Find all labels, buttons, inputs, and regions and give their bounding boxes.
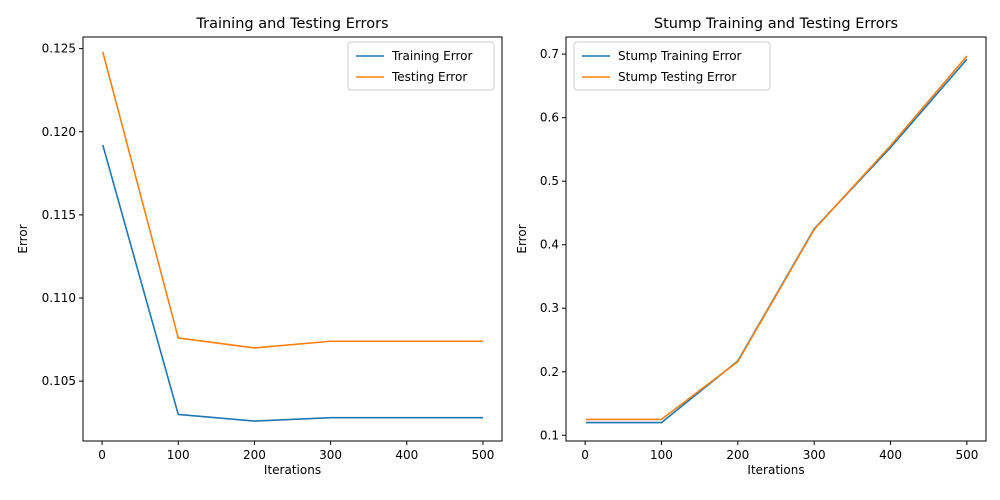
x-tick-label: 200 <box>726 448 749 462</box>
y-tick-label: 0.120 <box>42 125 76 139</box>
y-tick-label: 0.125 <box>42 42 76 56</box>
series-line-stump-testing-error <box>585 55 968 421</box>
x-tick-label: 300 <box>319 448 342 462</box>
y-tick-label: 0.1 <box>540 428 559 442</box>
chart-stump-training-testing-errors: 0 100 200 300 400 500 0.1 0.2 0.3 0.4 0.5 0.6 0.7 Stu… <box>515 16 987 477</box>
plot-frame <box>82 36 503 442</box>
series-line-training-error <box>102 144 483 422</box>
x-tick-label: 500 <box>955 448 978 462</box>
legend: Training Error Testing Error <box>347 41 495 91</box>
chart-title: Stump Training and Testing Errors <box>654 16 898 32</box>
legend-entry: Stump Testing Error <box>618 70 736 84</box>
series-line-stump-training-error <box>585 58 968 424</box>
y-axis-label: Error <box>16 224 30 253</box>
y-axis-label: Error <box>515 224 529 253</box>
y-tick-label: 0.7 <box>540 47 559 61</box>
y-tick-label: 0.115 <box>42 208 76 222</box>
y-tick-label: 0.4 <box>540 238 559 252</box>
y-tick-label: 0.110 <box>42 291 76 305</box>
x-tick-label: 400 <box>395 448 418 462</box>
y-tick-label: 0.105 <box>42 374 76 388</box>
legend-entry: Training Error <box>391 49 472 63</box>
x-tick-label: 500 <box>472 448 495 462</box>
y-tick-label: 0.6 <box>540 111 559 125</box>
y-tick-label: 0.5 <box>540 174 559 188</box>
series-line-testing-error <box>102 51 483 349</box>
chart-training-testing-errors: 0 100 200 300 400 500 0.105 0.110 0.115 0.120 0.12… <box>16 16 503 477</box>
x-tick-label: 0 <box>581 448 589 462</box>
x-tick-label: 100 <box>650 448 673 462</box>
legend-box <box>347 41 495 91</box>
x-tick-label: 200 <box>243 448 266 462</box>
legend: Stump Training Error Stump Testing Error <box>573 41 771 91</box>
x-tick-label: 300 <box>803 448 826 462</box>
legend-box <box>573 41 771 91</box>
x-axis-label: Iterations <box>747 463 804 477</box>
plot-frame <box>565 36 987 442</box>
y-tick-label: 0.3 <box>540 301 559 315</box>
x-tick-label: 0 <box>98 448 106 462</box>
y-tick-label: 0.2 <box>540 365 559 379</box>
legend-entry: Stump Training Error <box>618 49 742 63</box>
x-tick-label: 400 <box>879 448 902 462</box>
chart-title: Training and Testing Errors <box>195 16 388 32</box>
x-axis-label: Iterations <box>264 463 321 477</box>
x-tick-label: 100 <box>167 448 190 462</box>
legend-entry: Testing Error <box>391 70 467 84</box>
